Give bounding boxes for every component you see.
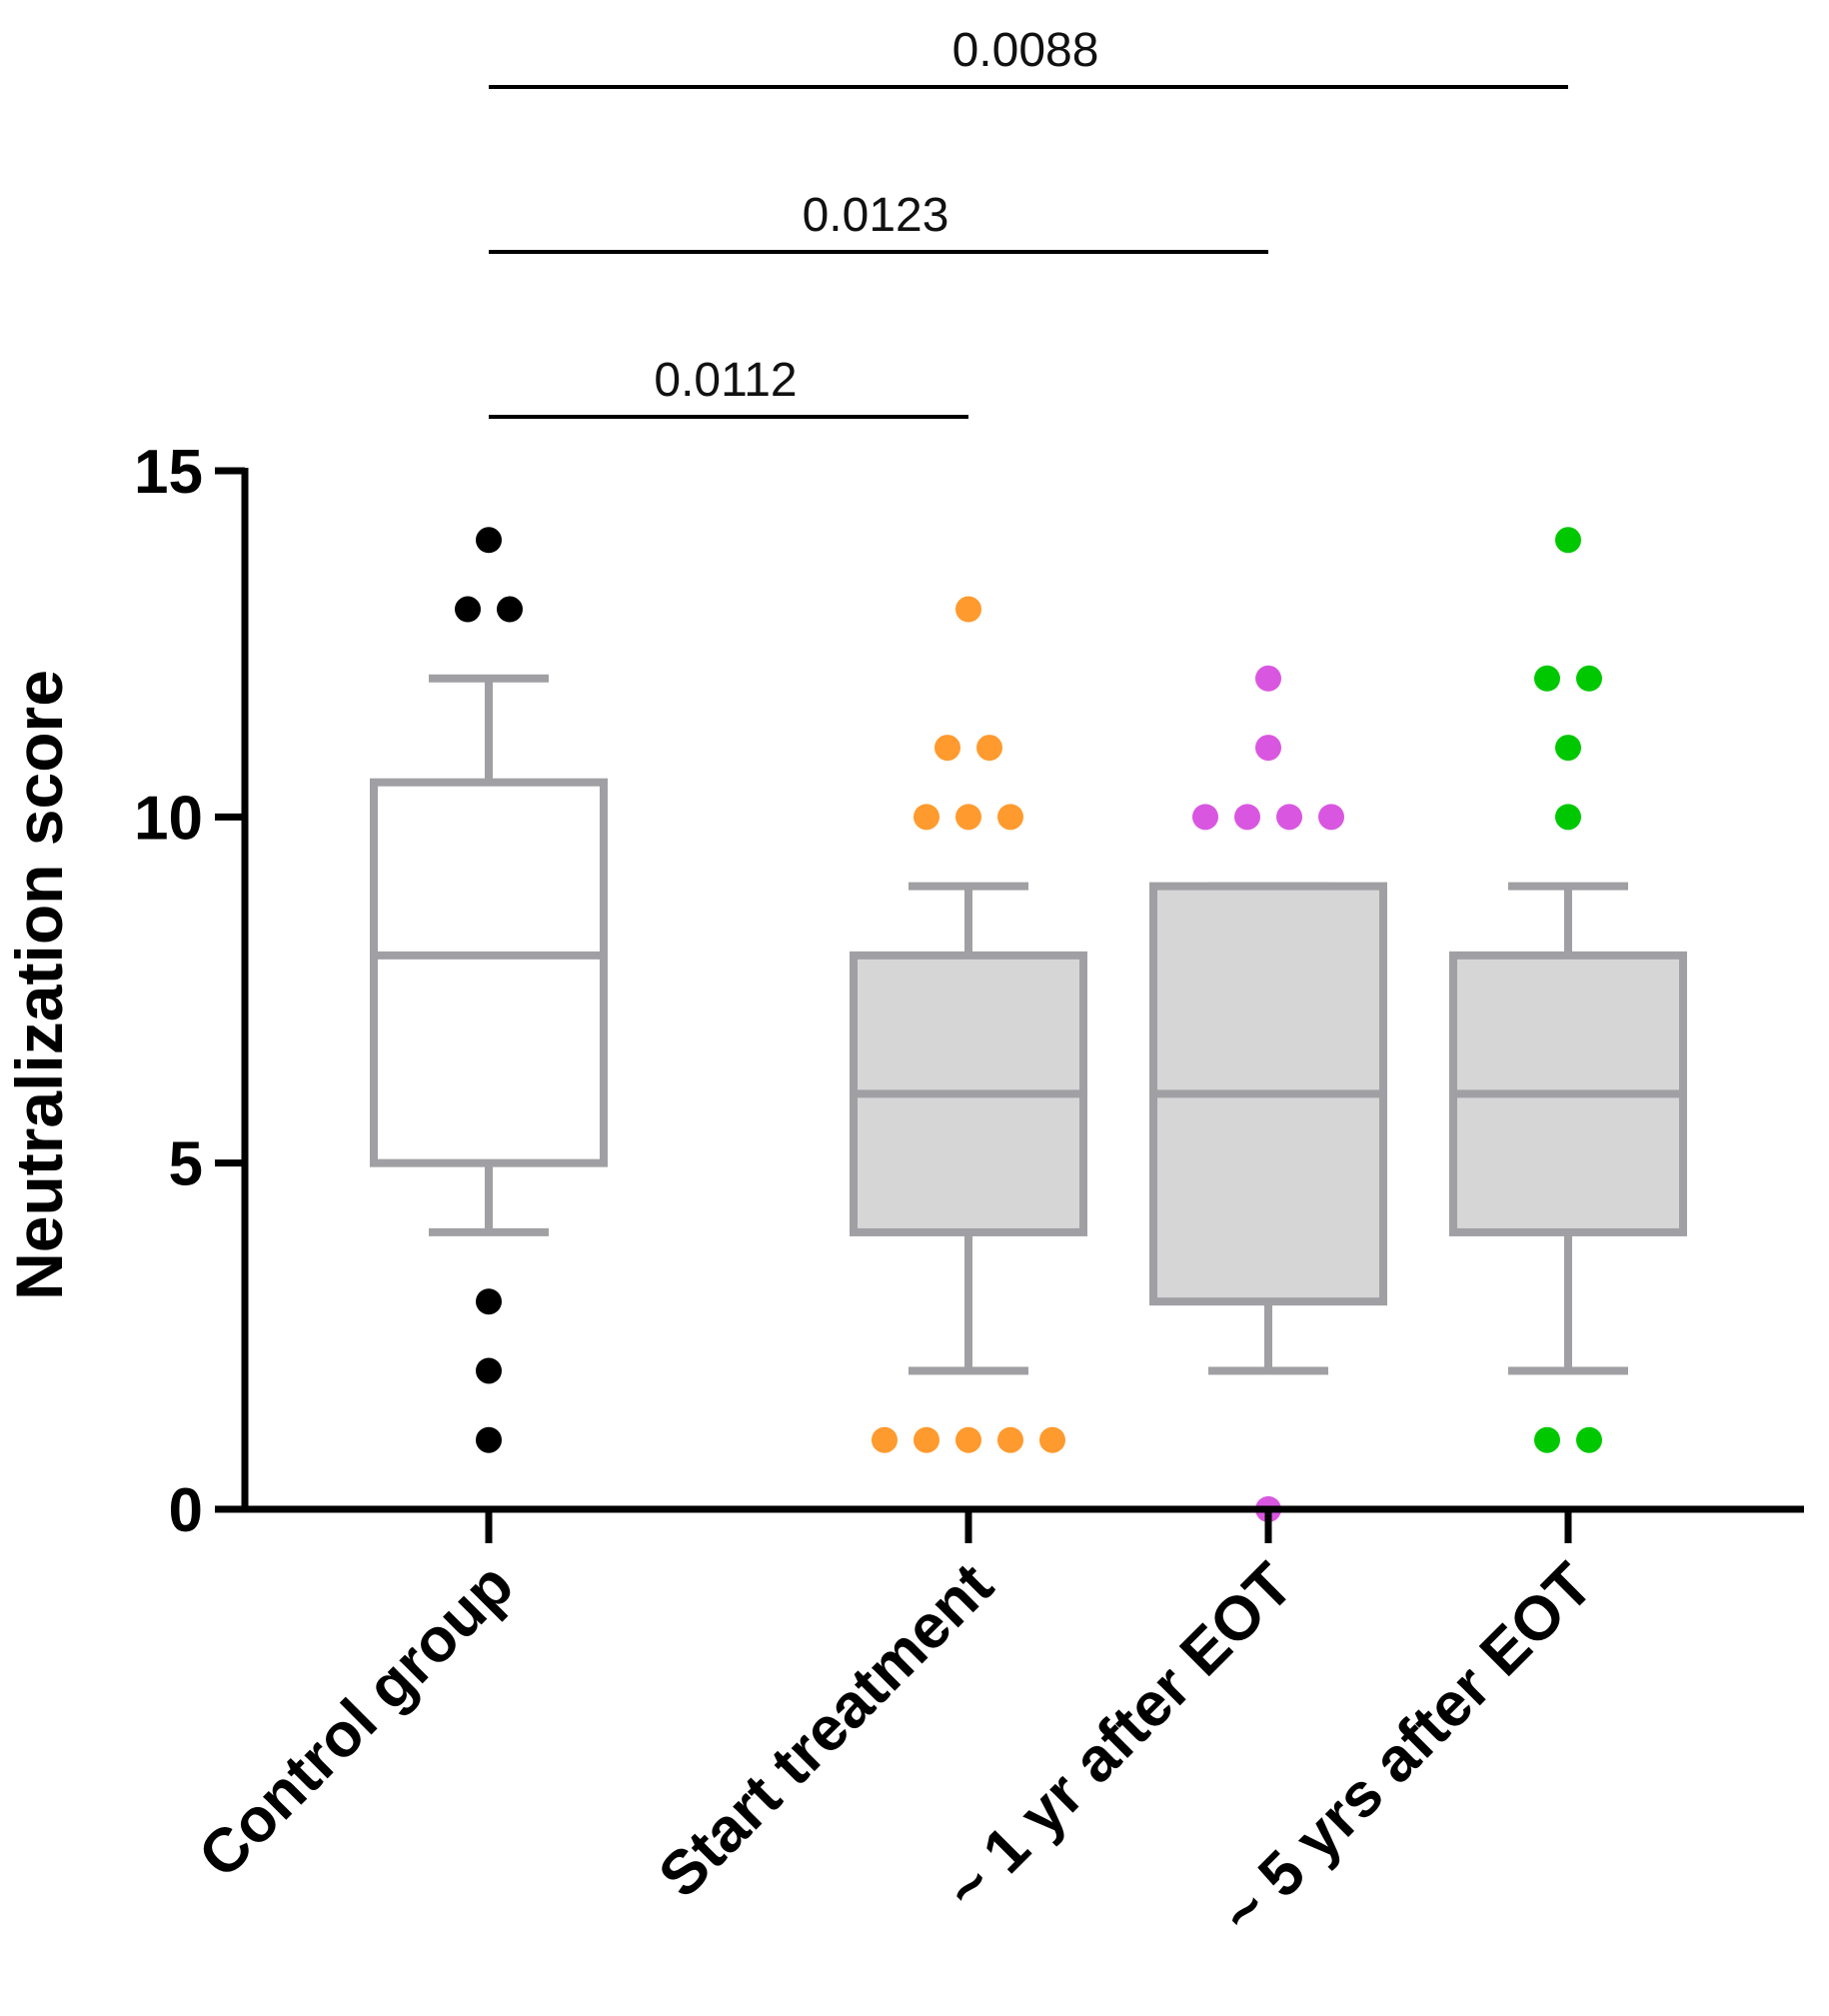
point-start-treatment (955, 596, 981, 623)
point-start-treatment (997, 804, 1023, 831)
bracket-p-value-1: 0.0112 (654, 354, 797, 407)
bracket-p-value-3: 0.0088 (952, 24, 1099, 77)
significance-brackets: 0.0112 0.0123 0.0088 (489, 24, 1568, 419)
x-axis-ticks: Control group Start treatment~ 1 yr after… (186, 1509, 1606, 1949)
point-start-treatment (955, 804, 981, 831)
point-control-group (455, 596, 481, 623)
bracket-p-value-2: 0.0123 (803, 189, 949, 242)
point-start-treatment (934, 735, 960, 762)
iqr-box (370, 778, 608, 1167)
point-start-treatment (1039, 1426, 1065, 1453)
point-5-yrs-after-eot (1576, 1426, 1602, 1453)
box-start-treatment (850, 882, 1087, 1375)
y-axis-ticks: 0 5 10 15 (134, 438, 245, 1545)
point-start-treatment (976, 735, 1002, 762)
box-control-group (370, 674, 608, 1236)
outlier-points (455, 527, 1602, 1522)
point-control-group (476, 1357, 502, 1384)
point-5-yrs-after-eot (1555, 527, 1581, 554)
x-tick-label-control-group: Control group (186, 1550, 527, 1891)
point-5-yrs-after-eot (1534, 665, 1560, 692)
point-control-group (476, 527, 502, 554)
point-control-group (497, 596, 523, 623)
box-5-yrs-after-eot (1449, 882, 1687, 1375)
box-1-yr-after-eot (1149, 882, 1387, 1375)
point-start-treatment (997, 1426, 1023, 1453)
point-1-yr-after-eot (1318, 804, 1344, 831)
y-tick-label-15: 15 (134, 438, 203, 507)
point-1-yr-after-eot (1192, 804, 1218, 831)
point-start-treatment (914, 1426, 939, 1453)
point-5-yrs-after-eot (1576, 665, 1602, 692)
point-1-yr-after-eot (1255, 665, 1281, 692)
y-tick-label-0: 0 (169, 1476, 203, 1545)
y-axis-label: Neutralization score (2, 670, 76, 1300)
point-5-yrs-after-eot (1555, 804, 1581, 831)
point-1-yr-after-eot (1276, 804, 1302, 831)
point-1-yr-after-eot (1234, 804, 1260, 831)
point-start-treatment (914, 804, 939, 831)
point-control-group (476, 1288, 502, 1315)
point-start-treatment (872, 1426, 898, 1453)
axes (241, 468, 1804, 1513)
point-5-yrs-after-eot (1555, 735, 1581, 762)
y-tick-label-10: 10 (134, 784, 203, 853)
y-tick-label-5: 5 (169, 1130, 203, 1199)
point-5-yrs-after-eot (1534, 1426, 1560, 1453)
point-1-yr-after-eot (1255, 735, 1281, 762)
point-control-group (476, 1426, 502, 1453)
point-start-treatment (955, 1426, 981, 1453)
box-plot-boxes (370, 674, 1687, 1375)
